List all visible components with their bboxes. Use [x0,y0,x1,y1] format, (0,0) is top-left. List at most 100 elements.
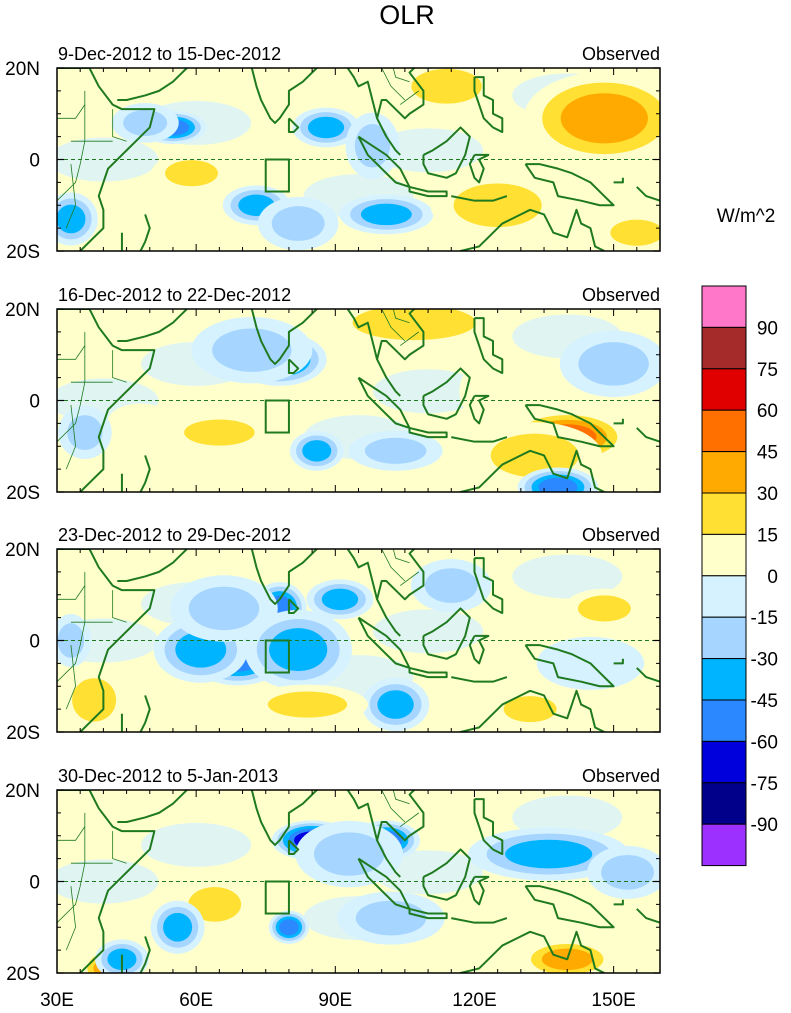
anomaly-blob [289,430,344,471]
anomaly-contour [184,419,255,446]
anomaly-blob [361,678,430,732]
anomaly-blob [320,309,509,350]
country-border [381,309,406,342]
anomaly-contour [57,204,86,234]
anomaly-blob [150,900,205,954]
anomaly-contour [538,477,578,492]
anomaly-blob [111,102,179,143]
coastline [117,549,188,583]
coastline [287,117,300,134]
coastline [249,68,318,124]
y-tick-label: 20S [6,964,40,985]
x-tick-label: 90E [318,990,352,1011]
coastline [458,930,605,973]
anomaly-contour [459,358,527,425]
anomaly-contour [453,183,542,227]
coastline [408,185,448,198]
coastline [346,790,401,878]
coastline [474,526,479,540]
colorbar-label: 15 [757,525,778,546]
panel-2: 20N 0 20S 16-Dec-2012 to 22-Dec-2012 Observe… [5,285,661,504]
anomaly-contour [163,912,193,942]
anomaly-contour [188,586,260,631]
x-tick-label: 150E [591,990,635,1011]
coastline [249,309,318,365]
coastline [636,908,660,924]
country-border [400,571,420,586]
country-border [381,68,406,101]
coastline [451,917,508,924]
coastline [422,607,471,660]
coastline [473,557,504,615]
anomaly-contour [106,403,175,444]
country-border [57,331,86,442]
anomaly-contour [503,696,557,723]
colorbar: W/m^2 90 75 60 45 30 15 0 -15 -30 -45 -60 -75 -90 [701,206,778,867]
panel-period: 16-Dec-2012 to 22-Dec-2012 [58,285,291,305]
anomaly-blob [57,405,112,460]
coastline [451,436,508,443]
x-tick-label: 60E [179,990,213,1011]
country-border [65,886,76,951]
country-border [57,345,86,360]
coastline [451,676,508,683]
coastline [451,195,508,202]
x-tick-label: 120E [452,990,496,1011]
anomaly-blob [410,559,492,613]
panels-group: 20N 0 20S 9-Dec-2012 to 15-Dec-2012 Observed… [5,44,661,985]
coastline [287,839,300,856]
anomaly-blob [489,689,571,730]
anomaly-blob [517,467,599,492]
country-border [392,309,410,324]
anomaly-contour [610,219,660,246]
y-tick-label: 20N [5,781,40,802]
anomaly-blob [170,575,278,642]
anomaly-background-patch [373,128,484,173]
country-border [400,331,420,346]
country-border [359,45,368,63]
colorbar-swatch [701,658,747,701]
anomaly-blob [268,910,310,944]
anomaly-contour [271,206,325,241]
anomaly-blob [559,330,660,398]
coastline [139,936,151,973]
colorbar-label: 0 [767,567,778,588]
coastline [422,126,471,179]
anomaly-blob [165,412,274,453]
country-border [57,826,86,841]
colorbar-swatch [701,285,747,328]
x-axis: 30E 60E 90E 120E 150E [40,990,636,1011]
panel-label: Observed [582,766,660,786]
anomaly-contour [123,109,168,136]
coastline [422,367,471,420]
anomaly-blob [244,609,353,690]
anomaly-contour [577,595,631,622]
coastline [57,549,156,732]
anomaly-blob [443,900,525,954]
colorbar-swatch [701,451,747,494]
coastline [473,798,504,856]
coastline [376,68,425,120]
coastline [57,309,156,492]
colorbar-label: -75 [751,774,778,795]
anomaly-blob [348,430,443,471]
country-border [400,90,420,105]
figure-title: OLR [379,0,435,30]
colorbar-units: W/m^2 [717,206,776,227]
colorbar-swatch [701,575,747,618]
coastline [468,394,490,425]
coastline [458,449,605,492]
coastline [408,907,448,920]
coastline [117,309,188,343]
coastline [139,455,151,492]
panel-period: 30-Dec-2012 to 5-Jan-2013 [58,766,278,786]
country-border [57,104,86,119]
anomaly-blob [339,194,434,235]
panel-label: Observed [582,44,660,64]
panel-period: 23-Dec-2012 to 29-Dec-2012 [58,525,291,545]
coastline [474,767,479,781]
x-tick-label: 30E [40,990,74,1011]
anomaly-contour [578,342,649,386]
coastline [524,644,615,688]
